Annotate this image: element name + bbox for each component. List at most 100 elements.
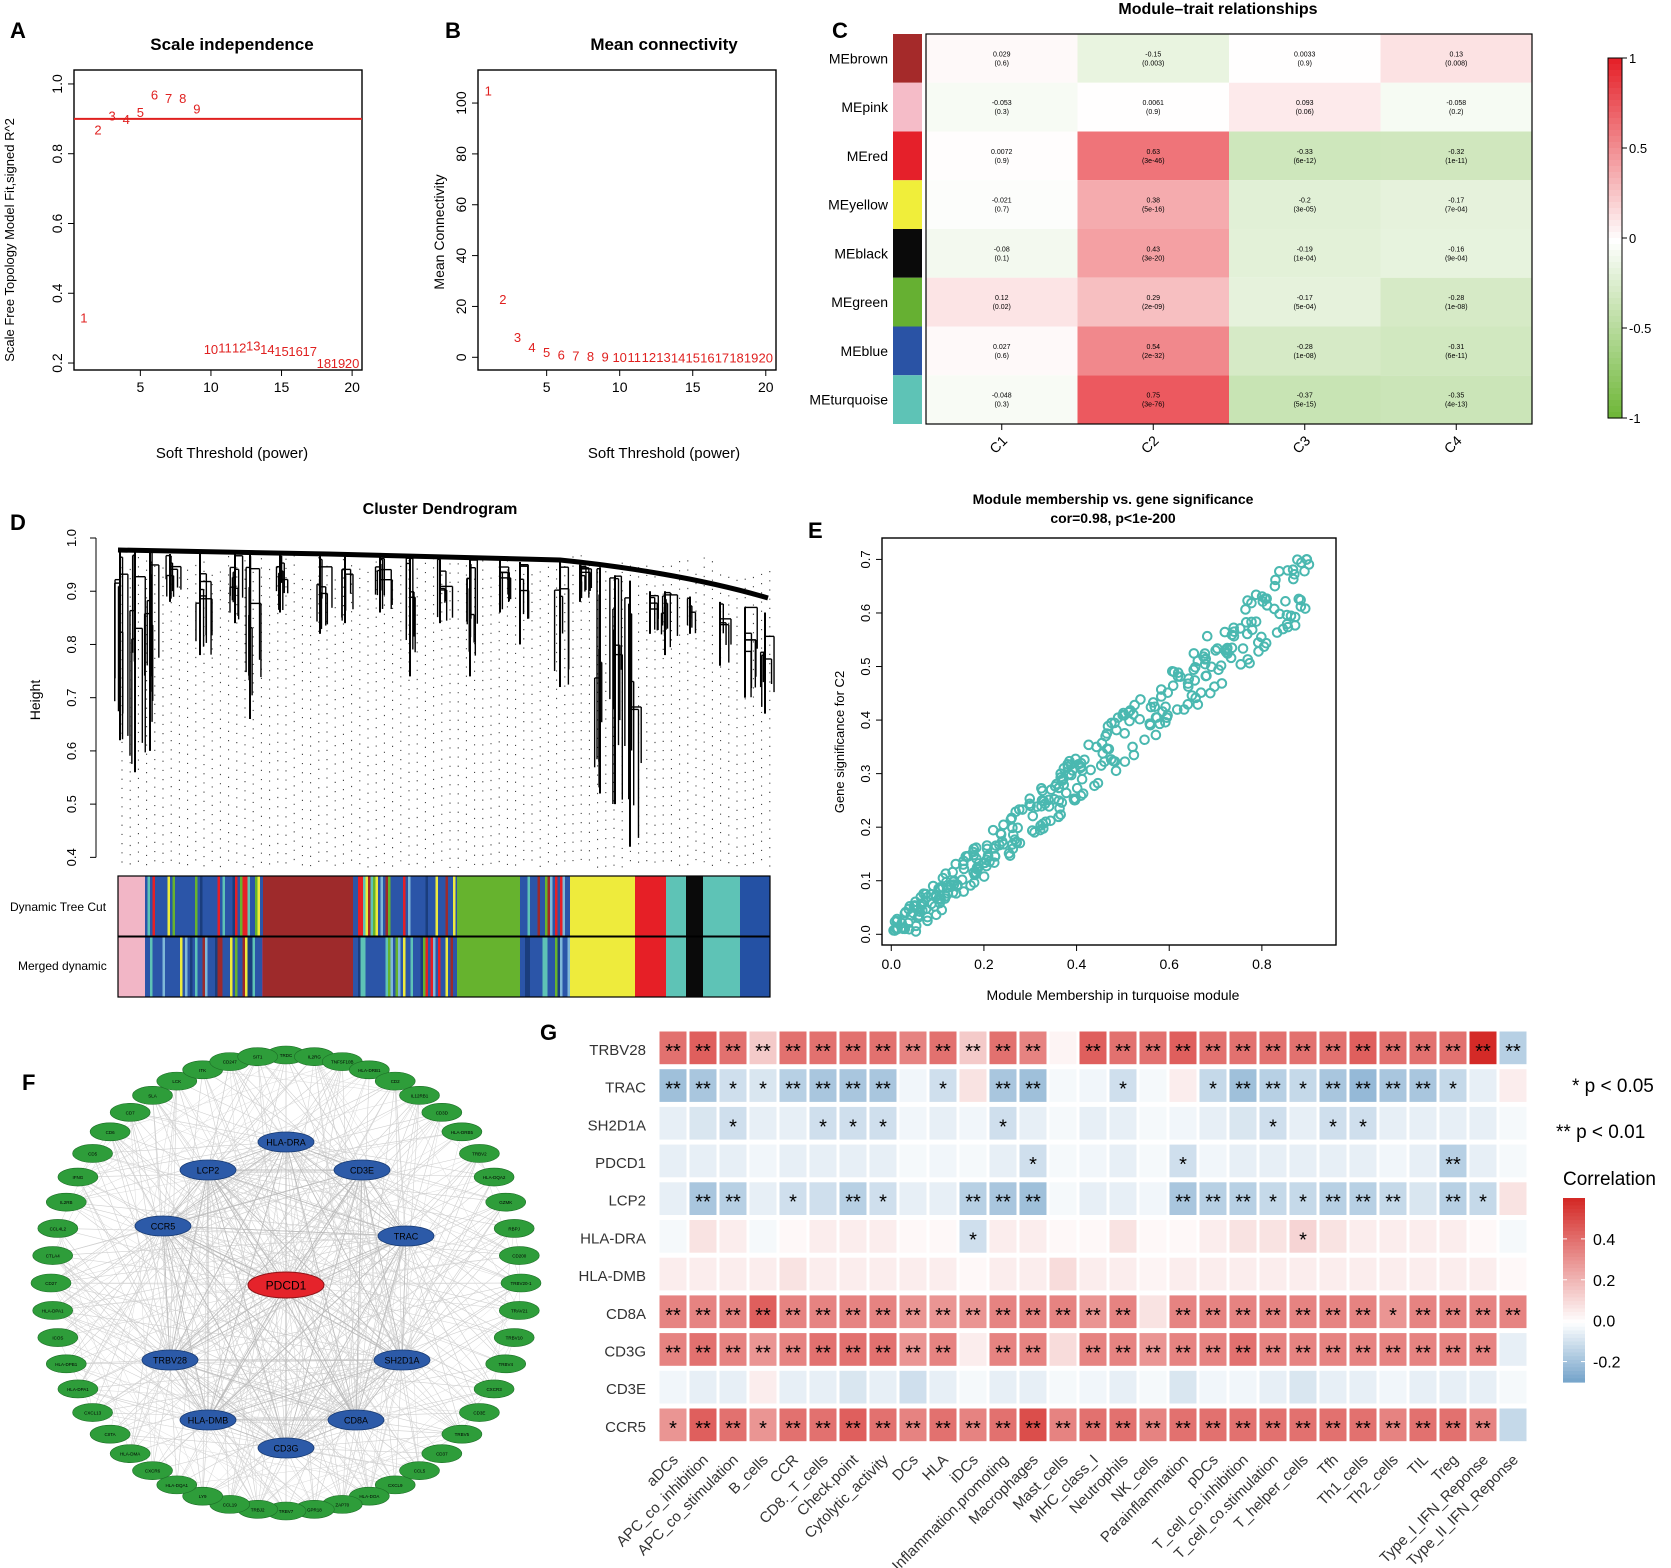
g-heatmap-cell [1499, 1408, 1527, 1442]
g-heatmap-cell [1409, 1220, 1437, 1253]
legend-correlation-title: Correlation [1563, 1169, 1656, 1190]
cell-pvalue: (5e-16) [1142, 207, 1165, 214]
network-outer-label: CD7 [126, 1110, 135, 1115]
g-row-label: TRAC [605, 1080, 646, 1097]
network-edge [229, 1141, 287, 1505]
g-heatmap-cell [1019, 1182, 1047, 1215]
module-track-stripe [430, 876, 434, 936]
g-significance-mark: ** [725, 1418, 741, 1440]
g-significance-mark: ** [1385, 1079, 1401, 1101]
g-heatmap-cell [1409, 1408, 1437, 1442]
panel-b-y-tick-label: 100 [453, 91, 469, 115]
module-track-stripe [430, 937, 434, 997]
module-track-stripe [355, 876, 359, 936]
network-edge [207, 1169, 407, 1237]
network-edge [66, 1284, 287, 1365]
cell-correlation: -0.16 [1448, 246, 1464, 253]
module-track-stripe [557, 937, 561, 997]
g-heatmap-cell [1199, 1257, 1227, 1291]
network-edge [169, 1141, 287, 1361]
network-hub-label: HLA-DMB [188, 1416, 229, 1426]
network-edge [394, 1359, 403, 1485]
module-track-stripe [210, 876, 213, 936]
g-colorbar-segment [1563, 1220, 1585, 1225]
cell-correlation: -0.048 [992, 393, 1012, 400]
g-heatmap-cell [749, 1144, 777, 1178]
e-x-tick-label: 0.8 [1252, 956, 1272, 972]
gene-point [1154, 718, 1166, 730]
network-outer-label: TRAV21 [511, 1308, 528, 1313]
g-significance-mark: ** [1055, 1305, 1071, 1327]
network-edge [162, 1141, 287, 1227]
network-outer-label: IL12RB1 [411, 1093, 429, 1098]
g-heatmap-cell [959, 1220, 987, 1253]
module-track-stripe [205, 876, 208, 936]
panel-b-point-label: 10 [612, 350, 626, 365]
g-heatmap-cell [839, 1069, 867, 1102]
g-significance-mark: ** [1445, 1305, 1461, 1327]
g-significance-mark: ** [1175, 1041, 1191, 1063]
g-heatmap-cell [689, 1069, 717, 1102]
cell-correlation: 0.54 [1146, 344, 1160, 351]
gene-point [1077, 788, 1089, 799]
gene-point [1200, 670, 1212, 682]
module-track-block [703, 876, 740, 936]
network-edge [57, 1228, 131, 1454]
g-significance-mark: * [669, 1418, 677, 1440]
gene-point [1089, 780, 1100, 792]
g-significance-mark: ** [725, 1342, 741, 1364]
network-edge [229, 1433, 462, 1505]
g-significance-mark: ** [1445, 1342, 1461, 1364]
g-heatmap-cell [809, 1220, 837, 1253]
g-significance-mark: ** [695, 1079, 711, 1101]
heatmap-cell [1077, 326, 1229, 376]
module-track-stripe [420, 876, 424, 936]
network-hub-node [373, 1349, 431, 1371]
network-edge [162, 1225, 370, 1497]
network-edge [92, 1412, 343, 1505]
panel-b-point-label: 20 [759, 350, 773, 365]
g-heatmap-cell [899, 1408, 927, 1442]
legend-sig-2: ** p < 0.01 [1556, 1122, 1645, 1143]
g-significance-mark: ** [1025, 1418, 1041, 1440]
module-track-stripe [393, 876, 396, 936]
network-edge [405, 1235, 495, 1390]
network-edge [152, 1095, 164, 1227]
network-outer-label: CTLA4 [46, 1254, 61, 1259]
e-y-tick-label: 0.5 [858, 657, 873, 675]
cell-correlation: 0.63 [1146, 149, 1160, 156]
g-heatmap-cell [659, 1370, 687, 1404]
g-heatmap-cell [1169, 1257, 1197, 1291]
network-outer-label: CD3E [473, 1411, 485, 1416]
g-heatmap-cell [809, 1144, 837, 1178]
g-significance-mark: ** [1325, 1305, 1341, 1327]
gene-point [1303, 559, 1315, 570]
network-edge [162, 1225, 287, 1449]
g-significance-mark: * [1179, 1154, 1187, 1176]
module-track-stripe [157, 937, 161, 997]
g-heatmap-cell [689, 1295, 717, 1329]
module-track-stripe [567, 937, 571, 997]
module-track-stripe [172, 937, 176, 997]
g-colorbar-segment [1563, 1286, 1585, 1291]
g-heatmap-cell [749, 1333, 777, 1366]
module-track-stripe [230, 937, 233, 997]
scale-segment [1608, 268, 1622, 275]
g-heatmap-cell [1079, 1370, 1107, 1404]
g-heatmap-cell [1319, 1370, 1347, 1404]
g-significance-mark: ** [815, 1305, 831, 1327]
module-track-stripe [413, 876, 416, 936]
module-track-stripe [237, 876, 241, 936]
g-significance-mark: ** [1475, 1342, 1491, 1364]
network-edge [361, 1112, 443, 1171]
gene-point [1060, 787, 1072, 799]
module-track-stripe [425, 876, 429, 936]
g-significance-mark: ** [1295, 1342, 1311, 1364]
e-y-tick-label: 0.2 [858, 818, 873, 836]
module-track-stripe [453, 876, 456, 936]
module-track-stripe [557, 876, 561, 936]
cell-correlation: -0.15 [1145, 51, 1161, 58]
network-edge [176, 1080, 363, 1171]
g-heatmap-cell [899, 1257, 927, 1291]
panel-c-module-trait: Module–trait relationships MEbrown 0.029(… [809, 1, 1651, 456]
